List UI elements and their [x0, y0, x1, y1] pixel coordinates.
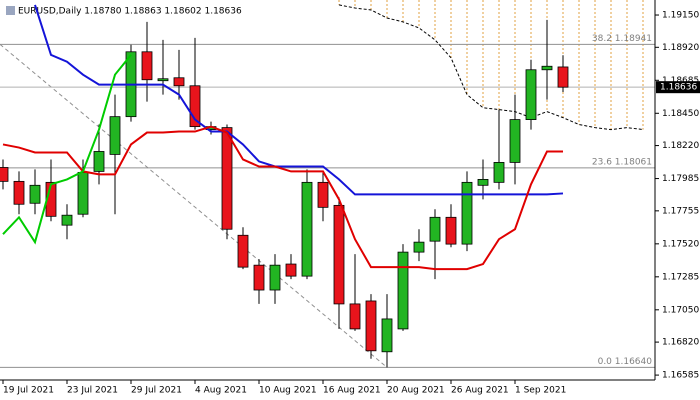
indicator-line [34, 4, 564, 196]
candle-body [93, 151, 105, 172]
candle-body [365, 300, 377, 352]
candle-body [333, 204, 345, 305]
chart-title: EURUSD,Daily 1.18780 1.18863 1.18602 1.1… [18, 7, 242, 17]
y-tick-label: 1.17285 [662, 272, 699, 282]
candle-body [461, 181, 473, 245]
candle-body [77, 171, 89, 215]
x-tick-label: 19 Jul 2021 [3, 386, 54, 396]
last-price-label: 1.18636 [660, 83, 697, 93]
y-tick-label: 1.17755 [662, 206, 699, 216]
x-tick-label: 26 Aug 2021 [451, 386, 509, 396]
x-tick-label: 4 Aug 2021 [195, 386, 247, 396]
candle-body [141, 51, 153, 81]
candle-body [253, 264, 265, 291]
candle-body [0, 167, 9, 182]
candle-body [429, 216, 441, 242]
indicator-line [2, 54, 132, 245]
candle-body [157, 78, 169, 82]
candle-body [397, 251, 409, 330]
fib-label: 38.2 1.18941 [592, 34, 652, 44]
candle-body [493, 162, 505, 183]
candle-body [221, 127, 233, 230]
symbol-icon [6, 6, 15, 15]
candle-body [525, 69, 537, 121]
candle-body [269, 264, 281, 291]
fib-label: 23.6 1.18061 [592, 157, 652, 167]
candle-body [509, 119, 521, 163]
indicator-line [2, 125, 563, 271]
candle-body [413, 241, 425, 253]
candle-body [381, 318, 393, 353]
y-tick-label: 1.17050 [662, 305, 699, 315]
candle-body [445, 216, 457, 245]
candle-body [477, 179, 489, 186]
y-tick-label: 1.19150 [662, 11, 699, 21]
x-tick-label: 16 Aug 2021 [323, 386, 381, 396]
indicator-line [338, 4, 644, 131]
y-tick-label: 1.18220 [662, 141, 699, 151]
x-tick-label: 10 Aug 2021 [259, 386, 317, 396]
x-tick-label: 23 Jul 2021 [67, 386, 118, 396]
candle-body [541, 65, 553, 71]
candle-body [237, 234, 249, 268]
y-tick-label: 1.16585 [662, 371, 699, 381]
candle-body [301, 181, 313, 277]
candle-body [173, 77, 185, 87]
y-tick-label: 1.17985 [662, 174, 699, 184]
y-tick-label: 1.18685 [662, 76, 699, 86]
fib-label: 0.0 1.16640 [598, 357, 653, 367]
x-tick-label: 20 Aug 2021 [387, 386, 445, 396]
candle-body [13, 180, 25, 205]
x-tick-label: 1 Sep 2021 [515, 386, 566, 396]
candle-body [29, 184, 41, 204]
candle-body [349, 303, 361, 330]
y-tick-label: 1.18450 [662, 109, 699, 119]
candle-body [317, 181, 329, 208]
y-tick-label: 1.18920 [662, 43, 699, 53]
candle-body [285, 263, 297, 277]
fib-trendline [0, 43, 388, 368]
y-tick-label: 1.16820 [662, 338, 699, 348]
candle-body [109, 116, 121, 155]
last-price-box [656, 81, 700, 94]
y-tick-label: 1.17520 [662, 239, 699, 249]
x-tick-label: 29 Jul 2021 [131, 386, 182, 396]
candle-body [61, 214, 73, 226]
candle-body [557, 66, 569, 88]
candle-body [189, 85, 201, 128]
